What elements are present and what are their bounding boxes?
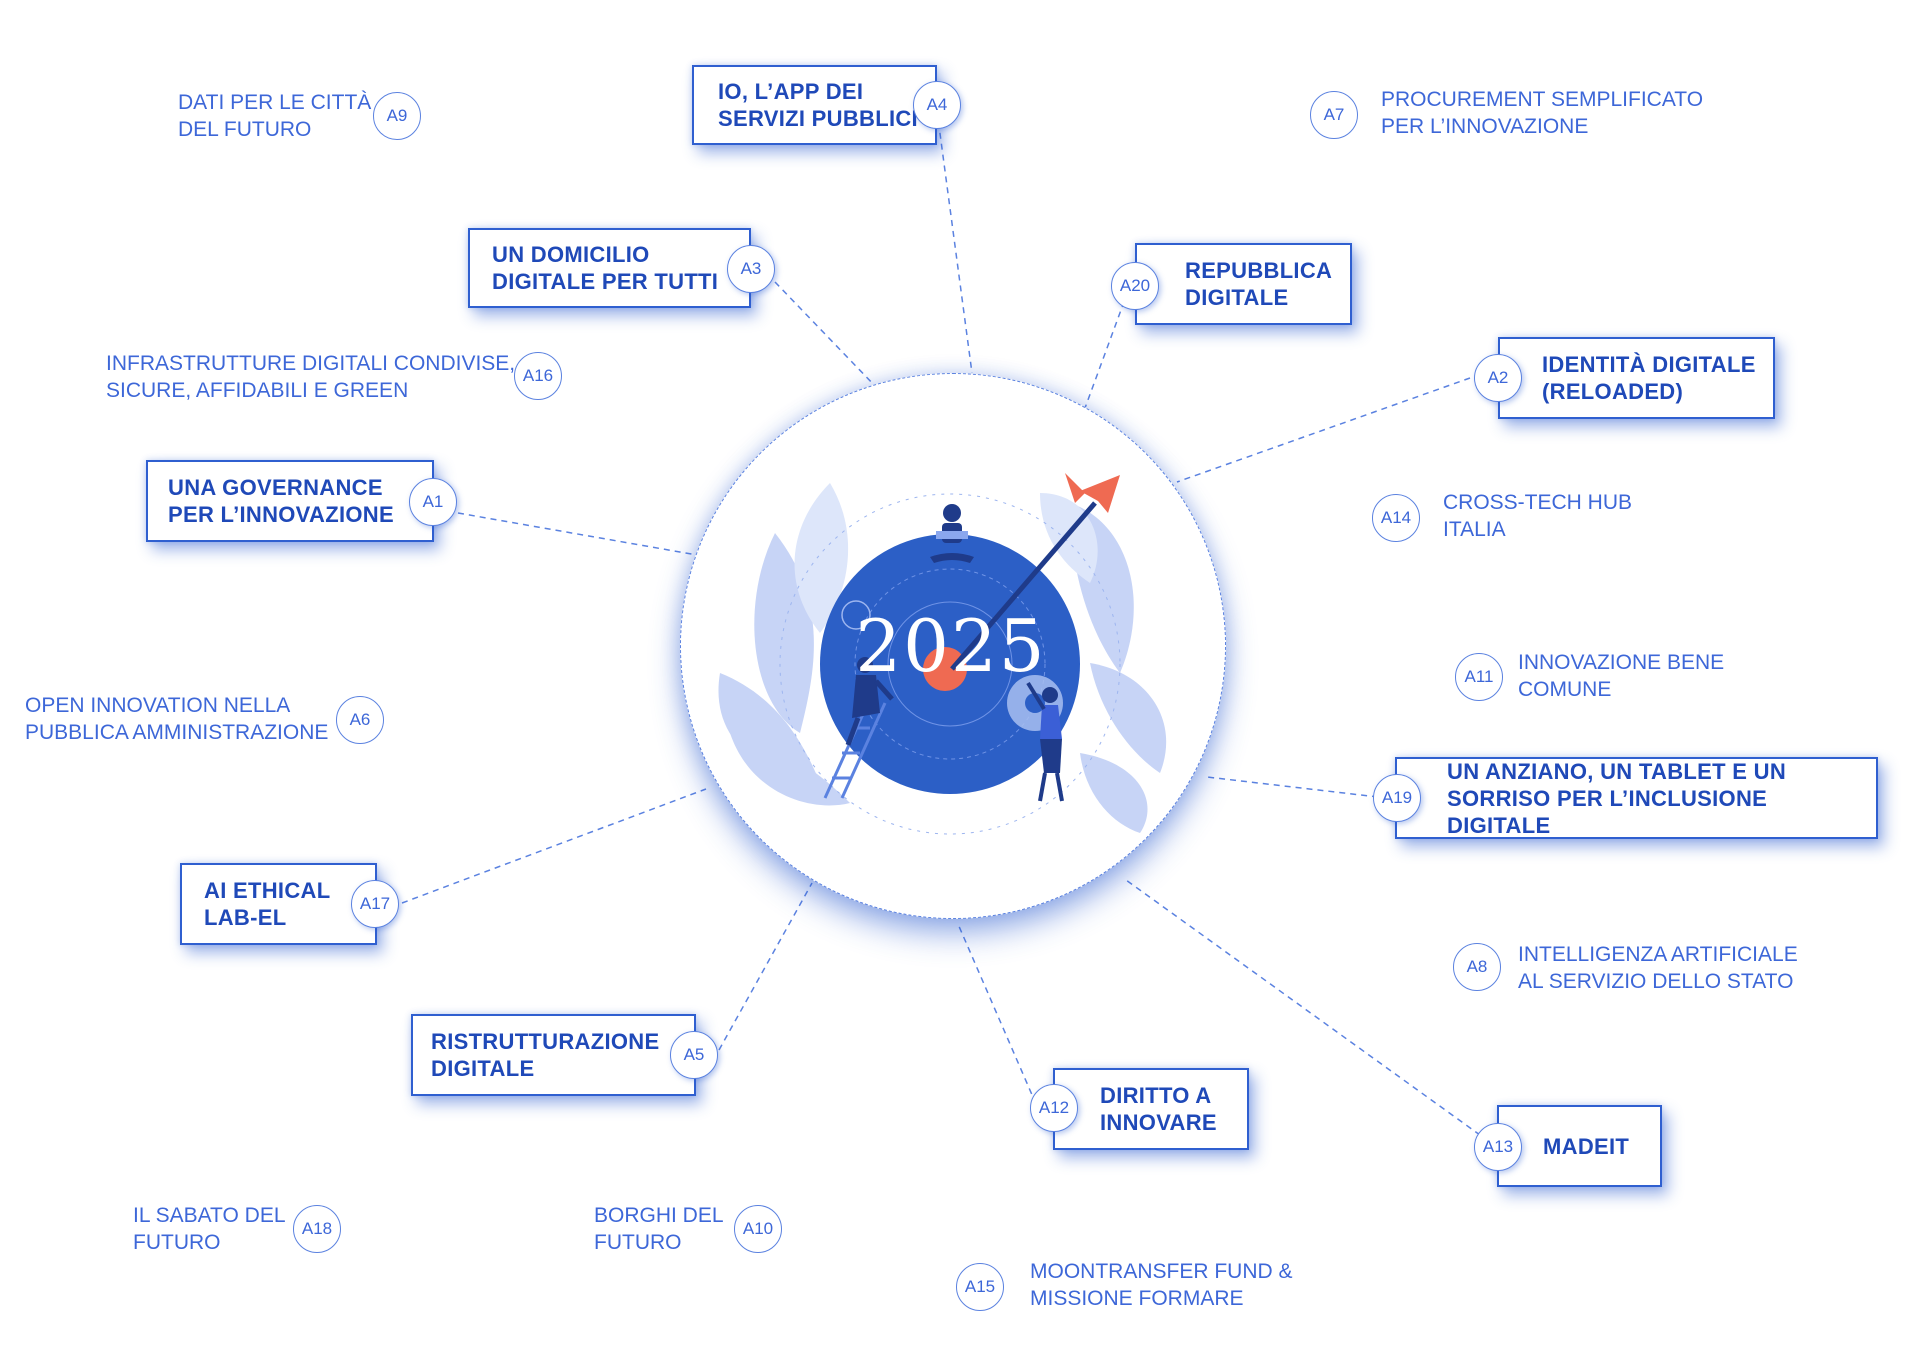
action-a11-title: INNOVAZIONE BENE COMUNE [1518,651,1725,701]
action-a8-badge: A8 [1453,943,1501,991]
action-a1-box[interactable]: UNA GOVERNANCE PER L’INNOVAZIONE [146,460,434,542]
action-a19-badge: A19 [1373,774,1421,822]
action-a16-title: INFRASTRUTTURE DIGITALI CONDIVISE, SICUR… [106,352,516,402]
action-a3-badge: A3 [727,245,775,293]
action-a2-title: IDENTITÀ DIGITALE (RELOADED) [1542,352,1756,404]
action-a17-box[interactable]: AI ETHICAL LAB-EL [180,863,377,945]
action-a20-badge: A20 [1111,262,1159,310]
action-a9-title: DATI PER LE CITTÀ DEL FUTURO [178,91,372,141]
action-a8-title: INTELLIGENZA ARTIFICIALE AL SERVIZIO DEL… [1518,943,1798,993]
action-a14-title: CROSS-TECH HUB ITALIA [1443,491,1633,541]
action-a2-box[interactable]: IDENTITÀ DIGITALE (RELOADED) [1498,337,1775,419]
action-a15-title: MOONTRANSFER FUND & MISSIONE FORMARE [1030,1260,1293,1310]
action-a2-badge: A2 [1474,354,1522,402]
central-circle: 2025 [680,373,1226,919]
action-a14-badge: A14 [1372,494,1420,542]
action-a10-badge: A10 [734,1205,782,1253]
action-a15-badge: A15 [956,1263,1004,1311]
action-a11-badge: A11 [1455,653,1503,701]
action-a20-title: REPUBBLICA DIGITALE [1185,258,1333,310]
action-a19-title: UN ANZIANO, UN TABLET E UN SORRISO PER L… [1447,758,1787,838]
action-a6-badge: A6 [336,696,384,744]
action-a13-badge: A13 [1474,1123,1522,1171]
action-a18-title: IL SABATO DEL FUTURO [133,1204,286,1254]
action-a13-title: MADEIT [1543,1133,1630,1159]
action-a20-box[interactable]: REPUBBLICA DIGITALE [1135,243,1352,325]
action-a13-box[interactable]: MADEIT [1497,1105,1662,1187]
action-a6-title: OPEN INNOVATION NELLA PUBBLICA AMMINISTR… [25,694,329,744]
year-label: 2025 [855,604,1047,688]
action-a18-badge: A18 [293,1205,341,1253]
action-a12-badge: A12 [1030,1084,1078,1132]
action-a5-title: RISTRUTTURAZIONE DIGITALE [431,1029,660,1081]
action-a12-box[interactable]: DIRITTO A INNOVARE [1053,1068,1249,1150]
action-a17-badge: A17 [351,880,399,928]
action-a5-badge: A5 [670,1031,718,1079]
action-a19-box[interactable]: UN ANZIANO, UN TABLET E UN SORRISO PER L… [1395,757,1878,839]
action-a7-badge: A7 [1310,91,1358,139]
action-a10-title: BORGHI DEL FUTURO [594,1204,724,1254]
action-a4-box[interactable]: IO, L’APP DEI SERVIZI PUBBLICI [692,65,937,145]
action-a3-title: UN DOMICILIO DIGITALE PER TUTTI [492,242,719,294]
action-a16-badge: A16 [514,352,562,400]
target-illustration [718,473,1167,835]
action-a4-title: IO, L’APP DEI SERVIZI PUBBLICI [718,79,918,131]
action-a4-badge: A4 [913,81,961,129]
action-a7-title: PROCUREMENT SEMPLIFICATO PER L’INNOVAZIO… [1381,88,1704,138]
action-a1-badge: A1 [409,478,457,526]
action-a12-title: DIRITTO A INNOVARE [1100,1083,1217,1135]
action-a17-title: AI ETHICAL LAB-EL [204,878,331,930]
action-a9-badge: A9 [373,92,421,140]
action-a5-box[interactable]: RISTRUTTURAZIONE DIGITALE [411,1014,696,1096]
action-a3-box[interactable]: UN DOMICILIO DIGITALE PER TUTTI [468,228,751,308]
action-a1-title: UNA GOVERNANCE PER L’INNOVAZIONE [168,475,394,527]
